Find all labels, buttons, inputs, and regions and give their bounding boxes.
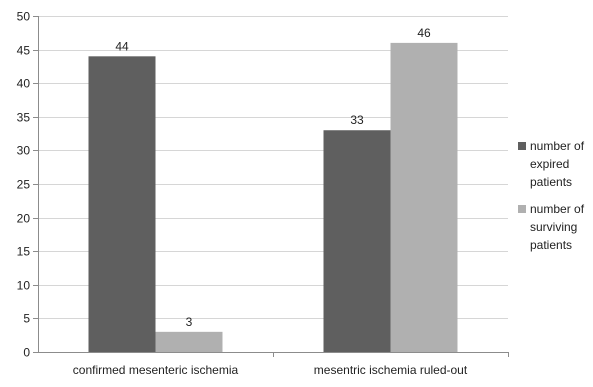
legend: number of expired patients number of survivi… [518, 139, 585, 252]
data-label-series0-cat1: 33 [350, 113, 364, 127]
x-category-label: mesentric ischemia ruled-out [314, 363, 468, 377]
x-category-label: confirmed mesenteric ischemia [73, 363, 239, 377]
legend-swatch-series0 [518, 142, 526, 150]
y-tick-label: 20 [17, 212, 31, 226]
legend-label-series1: number of surviving patients [530, 202, 585, 252]
legend-label-line: expired [530, 157, 569, 171]
y-tick-label: 25 [17, 178, 31, 192]
bar-series0-cat0 [88, 56, 156, 352]
data-label-series1-cat1: 46 [417, 26, 431, 40]
bar-series1-cat1 [390, 42, 458, 352]
data-label-series0-cat0: 44 [115, 39, 129, 53]
legend-swatch-series1 [518, 205, 526, 213]
y-tick-label: 10 [17, 279, 31, 293]
y-tick-label: 5 [23, 312, 30, 326]
legend-label-line: patients [530, 175, 572, 189]
legend-label-line: number of [530, 139, 585, 153]
y-tick-label: 40 [17, 77, 31, 91]
legend-label-line: number of [530, 202, 585, 216]
data-label-series1-cat0: 3 [186, 315, 193, 329]
y-tick-label: 35 [17, 111, 31, 125]
bar-series0-cat1 [323, 130, 391, 352]
y-tick-label: 15 [17, 245, 31, 259]
bars [88, 42, 458, 352]
legend-label-series0: number of expired patients [530, 139, 585, 189]
legend-label-line: surviving [530, 220, 577, 234]
bar-series1-cat0 [155, 331, 223, 352]
axes: 0 5 10 15 20 25 30 35 40 45 50 confirmed mesenteric… [17, 10, 509, 377]
y-tick-label: 45 [17, 44, 31, 58]
y-tick-label: 30 [17, 144, 31, 158]
legend-label-line: patients [530, 238, 572, 252]
y-tick-label: 0 [23, 346, 30, 360]
y-tick-label: 50 [17, 10, 31, 24]
